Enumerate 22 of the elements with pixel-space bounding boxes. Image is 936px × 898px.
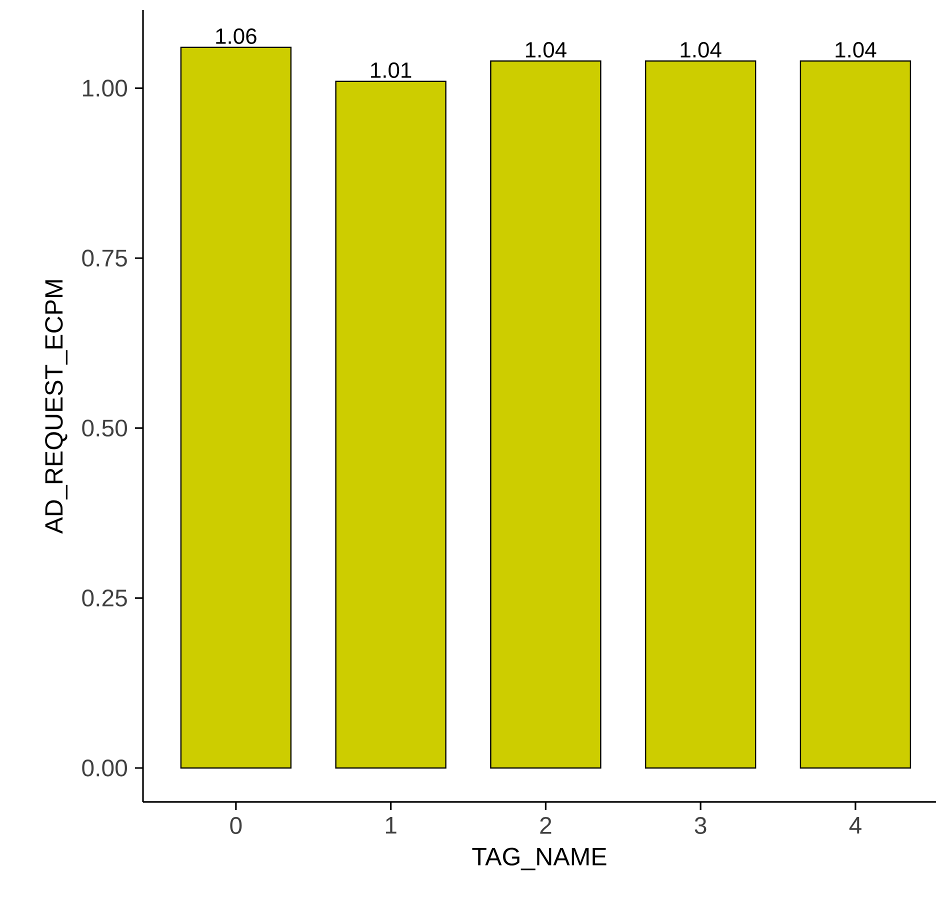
y-axis-title: AD_REQUEST_ECPM xyxy=(45,280,68,534)
data-label: 1.06 xyxy=(216,28,256,44)
data-label: 1.04 xyxy=(680,42,722,58)
x-tick-label: 0 xyxy=(230,817,242,834)
bar xyxy=(335,80,446,769)
x-axis-title: TAG_NAME xyxy=(472,848,606,870)
data-label: 1.01 xyxy=(371,62,412,78)
x-tick-label: 3 xyxy=(694,817,706,834)
y-tick-label: 0.50 xyxy=(82,420,128,437)
x-tick-label: 1 xyxy=(386,817,396,834)
bar xyxy=(800,60,912,769)
bar xyxy=(180,46,292,769)
bar xyxy=(490,60,602,769)
x-tick-label: 2 xyxy=(540,817,552,834)
data-label: 1.04 xyxy=(836,42,876,58)
data-label: 1.04 xyxy=(526,42,566,58)
bar xyxy=(644,60,756,769)
x-tick-label: 4 xyxy=(849,817,862,834)
y-tick-label: 0.75 xyxy=(82,250,127,267)
y-tick-label: 0.25 xyxy=(82,590,127,607)
y-tick-label: 1.00 xyxy=(83,80,128,97)
y-tick-label: 0.00 xyxy=(82,760,128,776)
